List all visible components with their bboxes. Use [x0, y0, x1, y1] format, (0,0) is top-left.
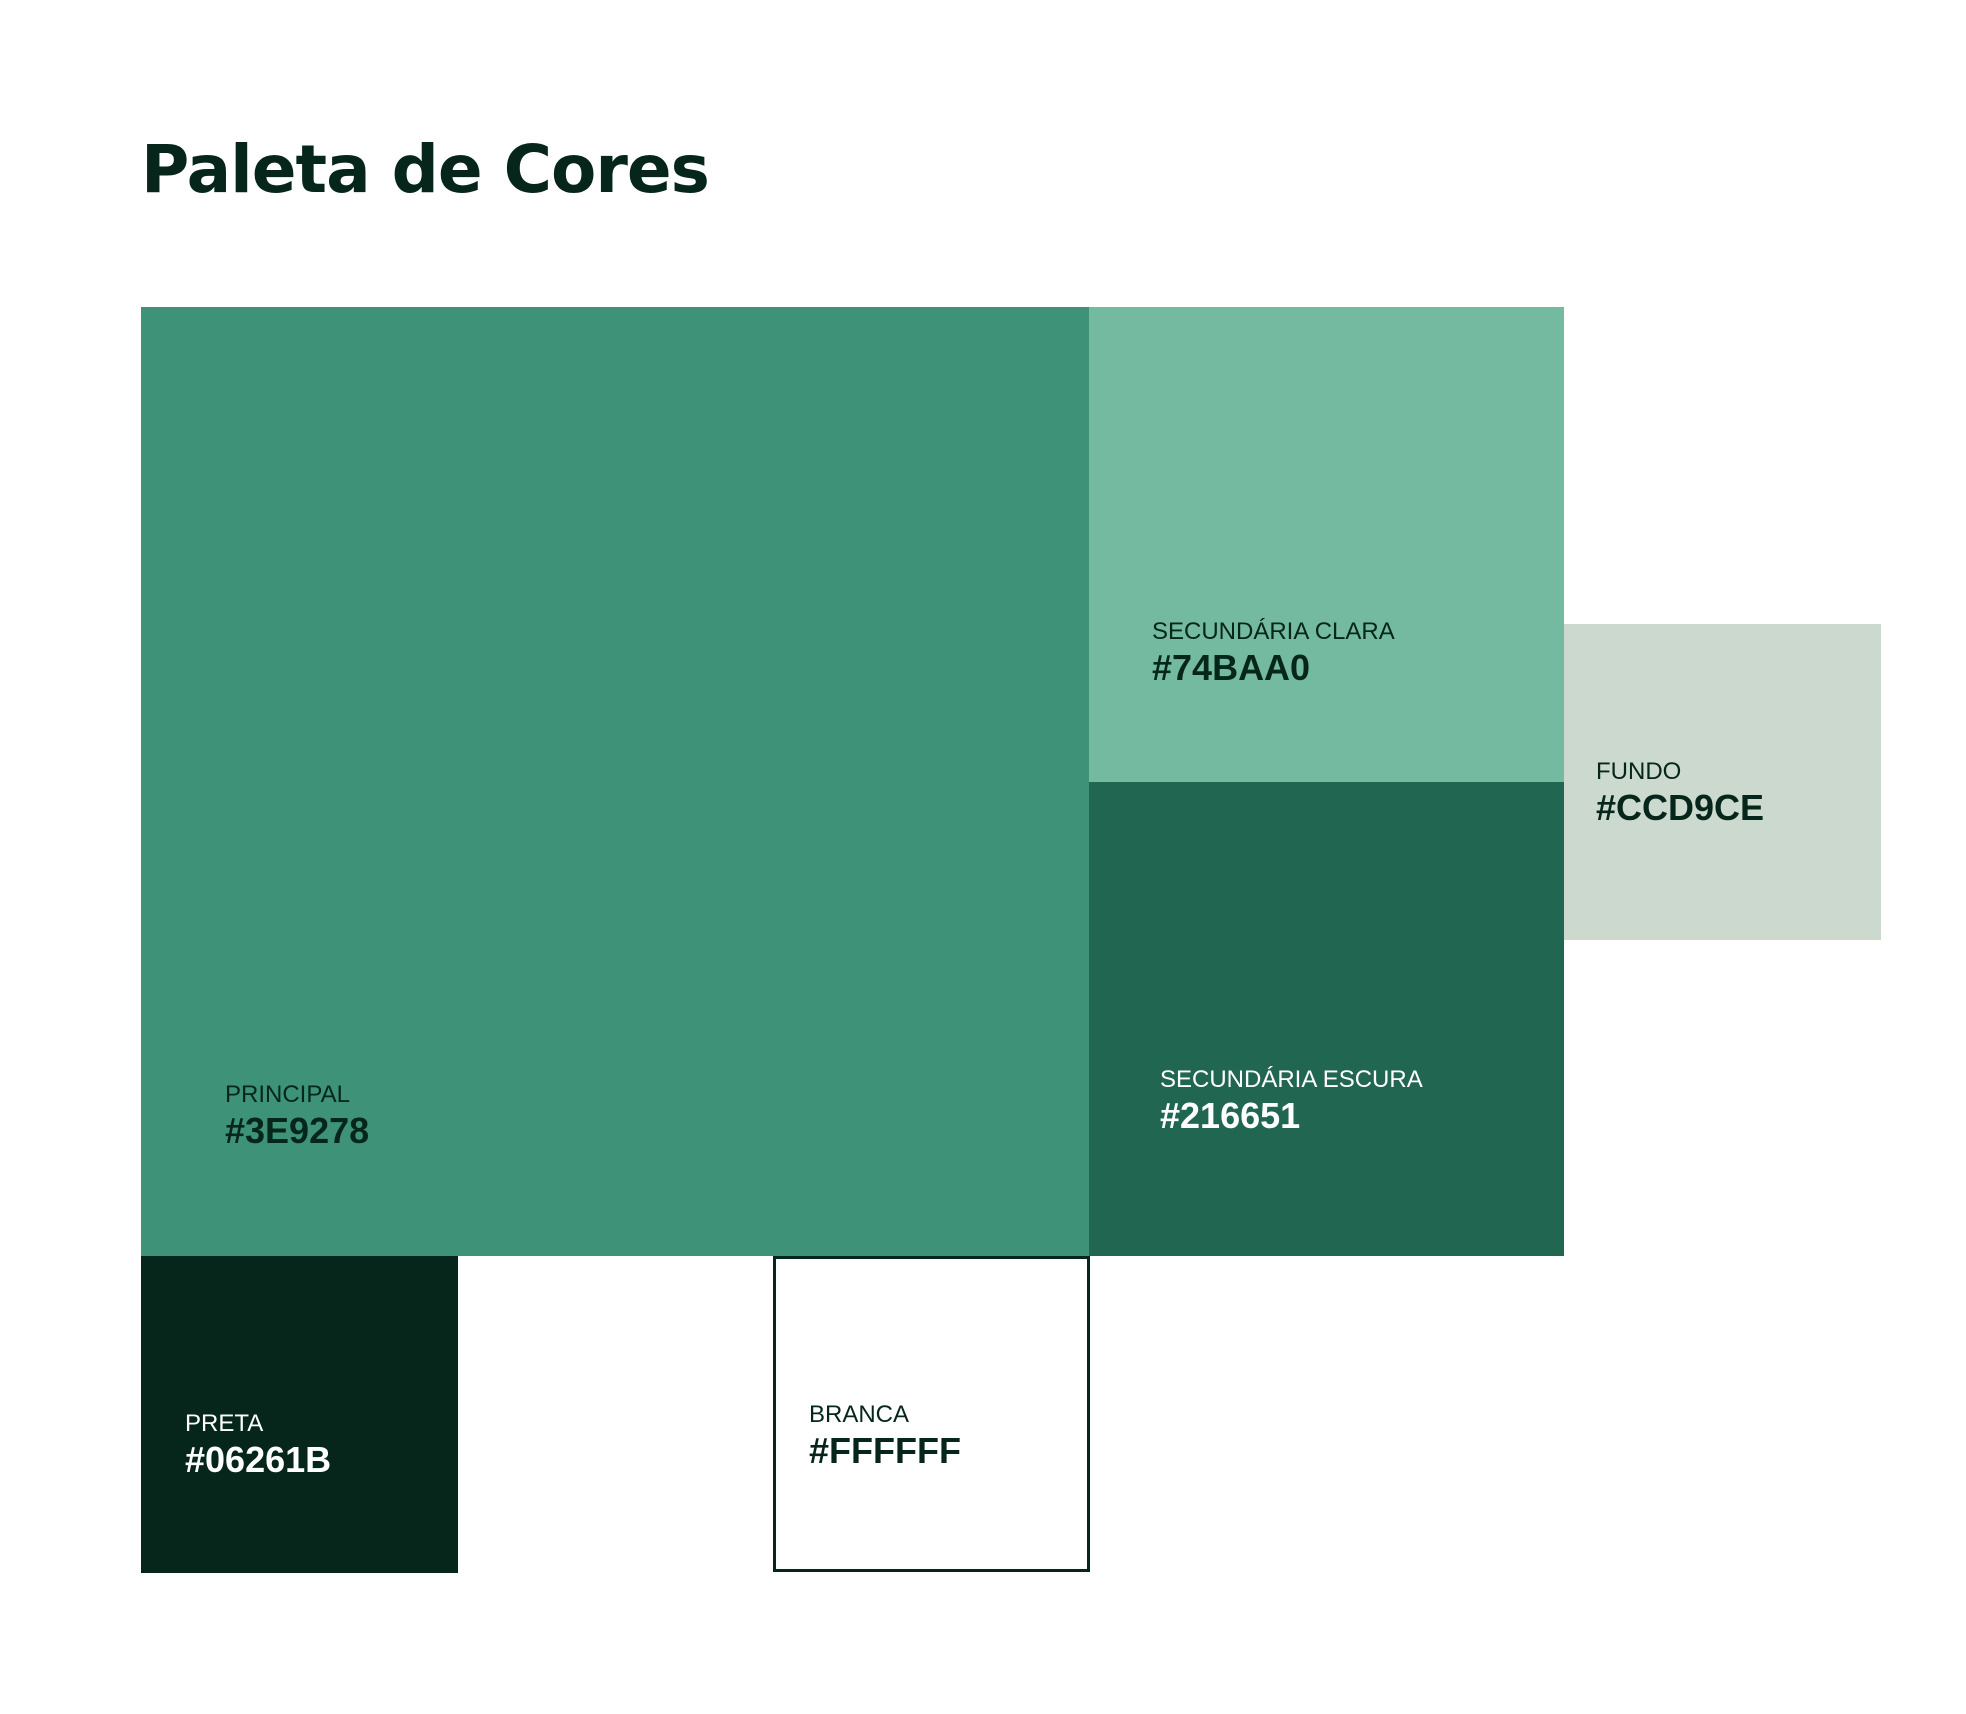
swatch-branca-label: BRANCA: [809, 1401, 910, 1428]
swatch-branca-hex: #FFFFFF: [809, 1430, 961, 1471]
swatch-principal-label: PRINCIPAL: [225, 1081, 350, 1108]
swatch-principal: PRINCIPAL #3E9278: [141, 307, 1089, 1256]
swatch-secundaria-escura-hex: #216651: [1160, 1095, 1301, 1136]
swatch-secundaria-clara-text: SECUNDÁRIA CLARA #74BAA0: [1152, 617, 1395, 689]
swatch-preta: PRETA #06261B: [141, 1256, 458, 1573]
swatch-secundaria-escura: SECUNDÁRIA ESCURA #216651: [1089, 782, 1564, 1256]
swatch-preta-text: PRETA #06261B: [185, 1409, 331, 1481]
swatch-preta-hex: #06261B: [185, 1439, 332, 1480]
swatch-fundo-text: FUNDO #CCD9CE: [1596, 757, 1764, 829]
swatch-fundo-hex: #CCD9CE: [1596, 787, 1765, 828]
swatch-secundaria-escura-text: SECUNDÁRIA ESCURA #216651: [1160, 1065, 1423, 1137]
swatch-secundaria-clara: SECUNDÁRIA CLARA #74BAA0: [1089, 307, 1564, 782]
swatch-principal-text: PRINCIPAL #3E9278: [225, 1080, 369, 1152]
swatch-secundaria-clara-hex: #74BAA0: [1152, 647, 1311, 688]
swatch-secundaria-escura-label: SECUNDÁRIA ESCURA: [1160, 1066, 1423, 1093]
swatch-principal-hex: #3E9278: [225, 1110, 370, 1151]
swatch-fundo-label: FUNDO: [1596, 758, 1682, 785]
page-title: Paleta de Cores: [141, 131, 710, 208]
swatch-secundaria-clara-label: SECUNDÁRIA CLARA: [1152, 618, 1395, 645]
swatch-branca-text: BRANCA #FFFFFF: [809, 1400, 961, 1472]
swatch-preta-label: PRETA: [185, 1410, 264, 1437]
swatch-fundo: FUNDO #CCD9CE: [1564, 624, 1881, 940]
swatch-branca: BRANCA #FFFFFF: [773, 1256, 1090, 1572]
